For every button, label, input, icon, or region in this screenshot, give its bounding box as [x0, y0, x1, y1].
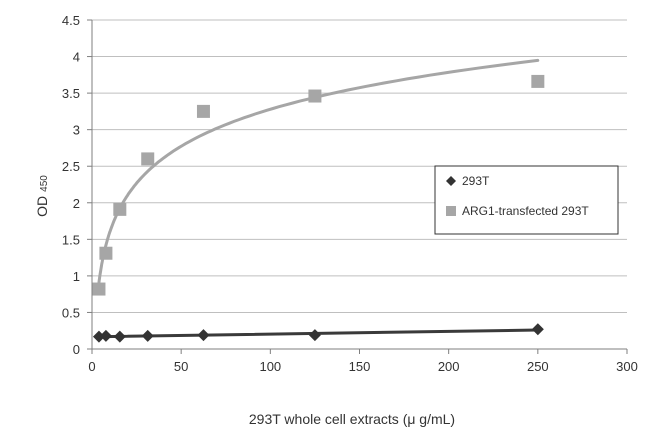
- y-axis-title: OD 450: [34, 175, 50, 217]
- y-tick-label: 1: [73, 269, 80, 284]
- data-point-arg1-transfected-293t: [99, 246, 113, 260]
- y-axis-title-subscript: 450: [39, 175, 50, 192]
- legend-box: [434, 165, 619, 235]
- y-tick-label: 1.5: [62, 232, 80, 247]
- data-point-293t: [141, 329, 154, 342]
- x-axis-title: 293T whole cell extracts (μ g/mL): [249, 411, 455, 427]
- data-point-arg1-transfected-293t: [113, 202, 127, 216]
- data-point-293t: [99, 329, 112, 342]
- x-tick-label: 100: [259, 359, 281, 374]
- x-tick-label: 300: [616, 359, 638, 374]
- x-tick-label: 250: [527, 359, 549, 374]
- y-tick-label: 0.5: [62, 305, 80, 320]
- data-points: [92, 74, 545, 343]
- data-point-293t: [308, 329, 321, 342]
- legend-marker-diamond: [446, 176, 456, 186]
- data-point-arg1-transfected-293t: [141, 152, 155, 166]
- y-tick-label: 3: [73, 123, 80, 138]
- legend-marker-square: [446, 206, 456, 216]
- x-tick-label: 200: [438, 359, 460, 374]
- x-tick-label: 50: [174, 359, 188, 374]
- x-tick-label: 150: [349, 359, 371, 374]
- legend-label-arg1-transfected-293t: ARG1-transfected 293T: [462, 204, 589, 218]
- data-point-arg1-transfected-293t: [531, 74, 545, 88]
- legend-entry-arg1-transfected-293t: ARG1-transfected 293T: [446, 204, 589, 218]
- data-point-arg1-transfected-293t: [308, 89, 322, 103]
- data-point-arg1-transfected-293t: [92, 282, 106, 296]
- x-tick-label: 0: [88, 359, 95, 374]
- tick-labels: 0 0.5 1 1.5 2 2.5 3 3.5 4 4.5 0 50 100 150 200 250 300: [62, 13, 638, 374]
- data-point-arg1-transfected-293t: [196, 104, 210, 118]
- y-tick-label: 2.5: [62, 159, 80, 174]
- y-tick-label: 2: [73, 196, 80, 211]
- y-tick-label: 4: [73, 50, 80, 65]
- legend-entry-293t: 293T: [446, 174, 490, 188]
- data-point-293t: [113, 330, 126, 343]
- legend-label-293t: 293T: [462, 174, 490, 188]
- data-point-293t: [531, 323, 544, 336]
- data-point-293t: [92, 330, 105, 343]
- legend: 293T ARG1-transfected 293T: [434, 165, 619, 235]
- y-tick-label: 3.5: [62, 86, 80, 101]
- y-tick-label: 0: [73, 342, 80, 357]
- y-tick-label: 4.5: [62, 13, 80, 28]
- axes: [87, 19, 628, 354]
- data-point-293t: [197, 329, 210, 342]
- y-axis-title-main: OD: [34, 196, 50, 217]
- gridlines: [92, 19, 627, 313]
